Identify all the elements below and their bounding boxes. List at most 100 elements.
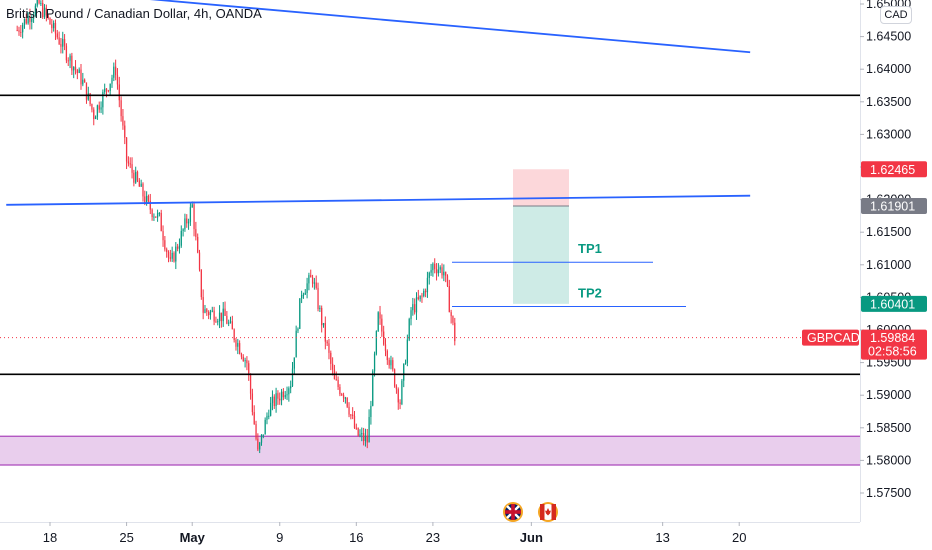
- candle[interactable]: [393, 369, 396, 387]
- candle[interactable]: [151, 209, 153, 217]
- candle[interactable]: [432, 263, 434, 271]
- currency-badge[interactable]: CAD: [880, 6, 912, 24]
- candle[interactable]: [217, 321, 219, 323]
- candle[interactable]: [295, 330, 297, 358]
- candle[interactable]: [439, 267, 441, 270]
- candle[interactable]: [280, 391, 283, 401]
- candle[interactable]: [437, 269, 440, 274]
- candle[interactable]: [31, 18, 33, 22]
- candle[interactable]: [25, 18, 27, 24]
- candle[interactable]: [226, 315, 228, 324]
- candle[interactable]: [176, 246, 179, 249]
- candle[interactable]: [67, 60, 69, 62]
- candle[interactable]: [388, 360, 390, 366]
- candle[interactable]: [149, 200, 151, 210]
- candle[interactable]: [255, 424, 257, 439]
- candle[interactable]: [286, 394, 288, 396]
- candle[interactable]: [352, 414, 354, 416]
- candle[interactable]: [251, 393, 254, 413]
- candle[interactable]: [273, 396, 275, 406]
- candle[interactable]: [182, 229, 184, 231]
- candle[interactable]: [171, 252, 173, 259]
- candle[interactable]: [155, 216, 157, 218]
- candle[interactable]: [74, 66, 77, 70]
- candle[interactable]: [49, 17, 51, 25]
- candle[interactable]: [284, 395, 286, 398]
- candle[interactable]: [357, 427, 359, 436]
- candle[interactable]: [372, 371, 374, 406]
- candle[interactable]: [111, 77, 113, 84]
- candle[interactable]: [51, 24, 53, 29]
- candle[interactable]: [118, 84, 120, 101]
- candle[interactable]: [69, 55, 71, 61]
- candle[interactable]: [445, 271, 447, 276]
- candle[interactable]: [125, 137, 128, 162]
- candle[interactable]: [220, 312, 223, 322]
- candle[interactable]: [257, 438, 259, 450]
- candle[interactable]: [315, 282, 317, 288]
- candle[interactable]: [414, 304, 416, 313]
- candle[interactable]: [291, 368, 294, 387]
- candle[interactable]: [350, 414, 352, 416]
- candle[interactable]: [446, 275, 449, 287]
- candle[interactable]: [441, 267, 443, 276]
- candle[interactable]: [62, 39, 64, 47]
- candle[interactable]: [187, 221, 190, 224]
- candle[interactable]: [200, 269, 202, 298]
- candle[interactable]: [370, 405, 372, 417]
- candle[interactable]: [80, 69, 82, 85]
- candle[interactable]: [133, 172, 135, 183]
- candle[interactable]: [144, 196, 146, 203]
- candle[interactable]: [93, 109, 95, 120]
- candle[interactable]: [435, 269, 438, 274]
- candle[interactable]: [246, 360, 248, 364]
- candle[interactable]: [328, 343, 330, 353]
- candle[interactable]: [361, 433, 363, 435]
- candle[interactable]: [34, 5, 37, 16]
- candle[interactable]: [410, 310, 412, 320]
- candle[interactable]: [313, 282, 316, 284]
- candle[interactable]: [211, 310, 213, 312]
- candle[interactable]: [180, 230, 182, 246]
- candle[interactable]: [175, 246, 177, 262]
- candle[interactable]: [42, 2, 44, 18]
- candle[interactable]: [383, 331, 385, 345]
- candle[interactable]: [366, 435, 368, 443]
- candle[interactable]: [204, 309, 206, 313]
- candle[interactable]: [359, 434, 361, 436]
- candle[interactable]: [375, 331, 378, 354]
- candle[interactable]: [293, 357, 295, 369]
- candle[interactable]: [138, 180, 140, 187]
- candle[interactable]: [279, 398, 281, 401]
- candle[interactable]: [147, 195, 150, 201]
- candle[interactable]: [131, 164, 133, 173]
- candle[interactable]: [430, 270, 432, 273]
- candle[interactable]: [417, 297, 419, 299]
- candle[interactable]: [213, 310, 215, 322]
- candle[interactable]: [321, 307, 323, 326]
- candle[interactable]: [403, 363, 405, 381]
- candle[interactable]: [156, 213, 159, 218]
- support-zone[interactable]: [0, 436, 860, 465]
- candle[interactable]: [215, 321, 217, 323]
- candle[interactable]: [364, 435, 367, 441]
- candle[interactable]: [304, 292, 306, 295]
- candle[interactable]: [198, 252, 201, 270]
- candle[interactable]: [235, 339, 237, 347]
- candle[interactable]: [78, 69, 80, 73]
- candle[interactable]: [262, 434, 264, 436]
- candle[interactable]: [73, 66, 75, 71]
- candle[interactable]: [98, 105, 100, 110]
- candle[interactable]: [135, 171, 137, 183]
- candle[interactable]: [186, 218, 188, 224]
- candle[interactable]: [127, 161, 130, 164]
- candle[interactable]: [408, 319, 410, 340]
- candle[interactable]: [16, 30, 18, 32]
- take-profit-zone[interactable]: [513, 206, 569, 304]
- candle[interactable]: [65, 45, 68, 61]
- candle[interactable]: [206, 309, 208, 313]
- candle[interactable]: [253, 412, 255, 425]
- candle[interactable]: [288, 388, 290, 395]
- candle[interactable]: [300, 295, 303, 299]
